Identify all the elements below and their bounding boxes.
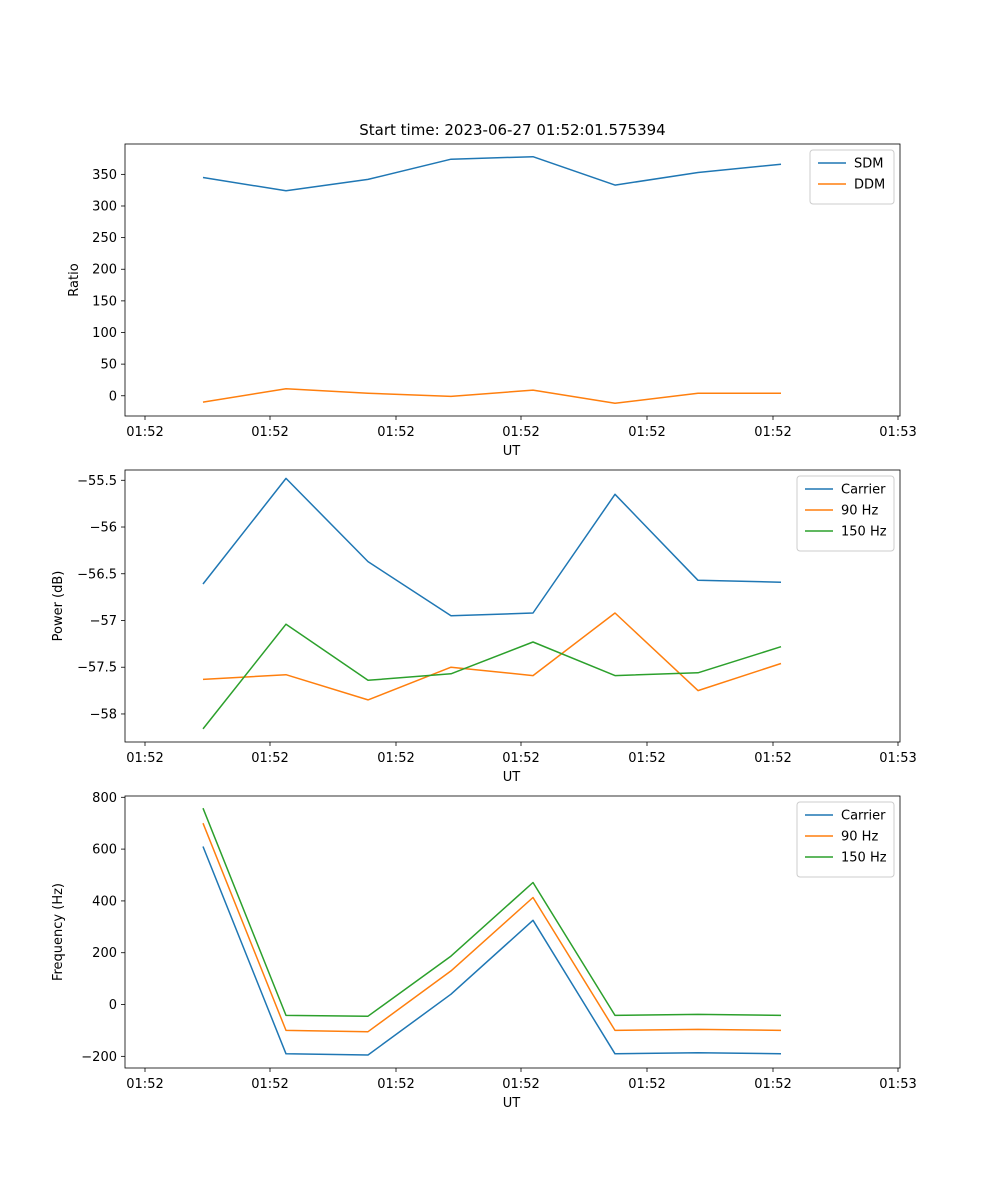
legend-entry-label: 90 Hz	[841, 504, 878, 519]
x-tick-label: 01:52	[251, 425, 288, 440]
x-tick-label: 01:52	[126, 1077, 163, 1092]
series-line-sdm	[202, 155, 782, 192]
legend-entry-label: 90 Hz	[841, 830, 878, 845]
x-tick-label: 01:52	[754, 425, 791, 440]
y-tick-label: −56	[90, 521, 117, 536]
x-tick-label: 01:52	[126, 751, 163, 766]
x-tick-label: 01:52	[126, 425, 163, 440]
x-tick-label: 01:52	[754, 1077, 791, 1092]
x-tick-label: 01:52	[628, 751, 665, 766]
legend-entry-label: SDM	[854, 157, 883, 172]
series-line-150-hz	[202, 807, 782, 1017]
chart-panel-2: −58 −57.5 −57 −56.5 −56 −55.5 01:52 01:52 01:52 0…	[51, 469, 917, 785]
y-tick-label: −200	[81, 1050, 117, 1065]
series-line-carrier	[202, 477, 782, 617]
y-tick-label: 400	[92, 894, 117, 909]
y-axis-label: Power (dB)	[51, 571, 66, 642]
x-tick-label: 01:53	[879, 425, 916, 440]
y-tick-label: −57.5	[77, 661, 117, 676]
x-tick-label: 01:52	[377, 751, 414, 766]
legend-entry-label: 150 Hz	[841, 851, 887, 866]
chart-panel-3: −200 0 200 400 600 800 01:52 01:52 01:52 01:52 01:…	[51, 791, 917, 1111]
x-tick-label: 01:53	[879, 1077, 916, 1092]
y-tick-label: 150	[92, 294, 117, 309]
y-tick-label: −55.5	[77, 474, 117, 489]
y-tick-label: 200	[92, 263, 117, 278]
y-axis-label: Ratio	[67, 263, 82, 296]
legend-entry-label: 150 Hz	[841, 525, 887, 540]
legend: Carrier 90 Hz 150 Hz	[796, 475, 895, 552]
y-tick-label: 800	[92, 791, 117, 806]
y-tick-label: 0	[109, 998, 117, 1013]
y-tick-label: −57	[90, 614, 117, 629]
x-tick-label: 01:52	[251, 751, 288, 766]
series-line-ddm	[202, 388, 781, 405]
y-tick-label: 300	[92, 199, 117, 214]
y-tick-label: 0	[109, 389, 117, 404]
legend-entry-label: Carrier	[841, 483, 886, 498]
y-tick-label: −58	[90, 707, 117, 722]
y-tick-label: 350	[92, 168, 117, 183]
chart-panel-1: Start time: 2023-06-27 01:52:01.575394 0 5…	[67, 121, 917, 459]
x-tick-label: 01:52	[502, 751, 539, 766]
plot-area-frame	[124, 469, 901, 743]
legend-box	[796, 475, 895, 552]
series-line-90-hz	[202, 822, 782, 1033]
y-tick-label: 50	[100, 358, 117, 373]
series-line-carrier	[202, 846, 782, 1056]
x-tick-label: 01:52	[628, 1077, 665, 1092]
legend-entry-label: Carrier	[841, 809, 886, 824]
y-axis-label: Frequency (Hz)	[51, 883, 66, 981]
chart-title: Start time: 2023-06-27 01:52:01.575394	[359, 121, 665, 139]
legend: Carrier 90 Hz 150 Hz	[796, 801, 895, 878]
x-tick-label: 01:52	[502, 425, 539, 440]
x-tick-label: 01:52	[502, 1077, 539, 1092]
x-tick-label: 01:53	[879, 751, 916, 766]
y-tick-label: 250	[92, 231, 117, 246]
x-tick-label: 01:52	[377, 1077, 414, 1092]
x-axis-label: UT	[503, 444, 521, 459]
x-tick-label: 01:52	[754, 751, 791, 766]
y-tick-label: 600	[92, 843, 117, 858]
legend: SDM DDM	[809, 149, 895, 205]
series-line-150-hz	[202, 623, 782, 730]
x-axis-label: UT	[503, 1096, 521, 1111]
plot-area-frame	[124, 143, 901, 417]
legend-box	[796, 801, 895, 878]
x-tick-label: 01:52	[628, 425, 665, 440]
legend-entry-label: DDM	[854, 178, 885, 193]
y-tick-label: 200	[92, 946, 117, 961]
x-tick-label: 01:52	[377, 425, 414, 440]
series-line-90-hz	[202, 612, 782, 701]
x-tick-label: 01:52	[251, 1077, 288, 1092]
plot-area-frame	[124, 795, 901, 1069]
x-axis-label: UT	[503, 770, 521, 785]
y-tick-label: −56.5	[77, 567, 117, 582]
y-tick-label: 100	[92, 326, 117, 341]
